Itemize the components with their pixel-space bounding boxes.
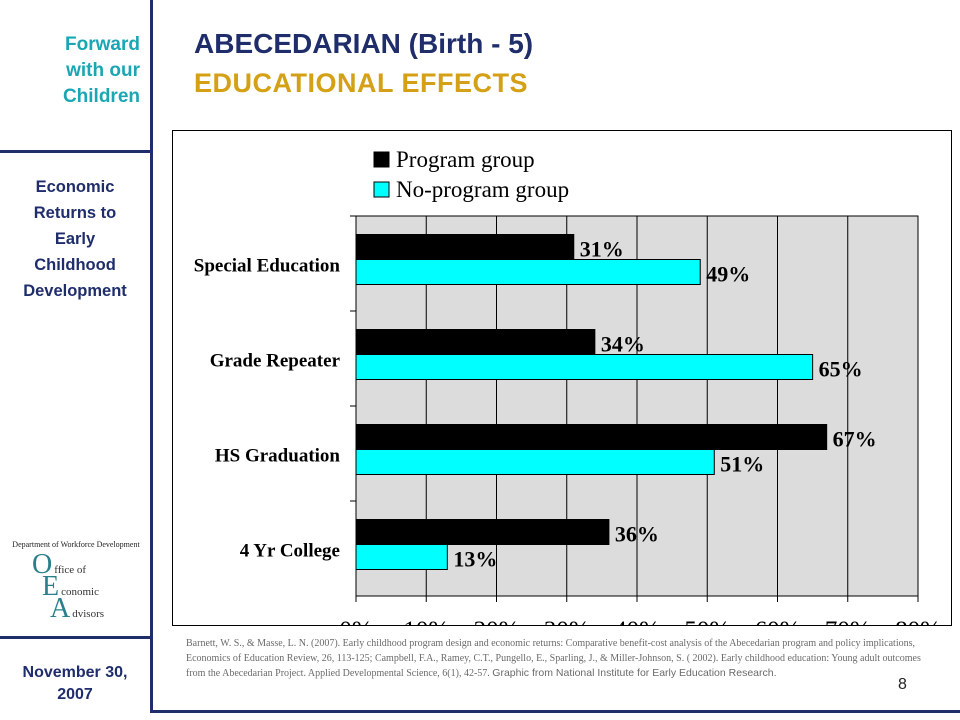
data-label: 31% (580, 237, 624, 262)
page-number: 8 (898, 676, 907, 693)
subtitle-line: Economic (35, 178, 115, 196)
citation-text: Barnett, W. S., & Masse, L. N. (2007). E… (186, 638, 921, 679)
bar (355, 544, 448, 570)
slide-title: ABECEDARIAN (Birth - 5) (194, 28, 534, 59)
data-label: 36% (615, 522, 659, 547)
sidebar-separator-bottom (0, 636, 152, 639)
date-line: November 30, (22, 664, 128, 681)
legend-label: Program group (396, 147, 535, 172)
x-tick-label: 0% (339, 617, 372, 626)
category-label: 4 Yr College (240, 541, 340, 562)
x-tick-label: 30% (544, 617, 590, 626)
sidebar-separator-top (0, 150, 152, 153)
citation: Barnett, W. S., & Masse, L. N. (2007). E… (186, 636, 926, 681)
data-label: 49% (706, 262, 750, 287)
x-tick-label: 50% (684, 617, 730, 626)
logo-initial: O (32, 549, 53, 580)
legend-swatch (373, 181, 390, 198)
logo-initial: A (50, 593, 71, 624)
footer-rule (150, 710, 960, 713)
data-label: 51% (720, 452, 764, 477)
category-label: Grade Repeater (210, 351, 341, 372)
bar (355, 449, 715, 475)
sidebar-tagline: Forward with our Children (0, 32, 140, 110)
x-tick-label: 70% (825, 617, 871, 626)
legend-swatch (373, 151, 390, 168)
tagline-line: Children (62, 86, 140, 107)
x-tick-label: 40% (614, 617, 660, 626)
bar (355, 424, 828, 450)
category-label: HS Graduation (215, 446, 341, 467)
bar (355, 234, 575, 260)
bar (355, 519, 610, 545)
x-tick-label: 10% (403, 617, 449, 626)
date-line: 2007 (57, 686, 93, 703)
logo-initial: E (42, 571, 60, 602)
tagline-line: with our (66, 60, 140, 81)
sidebar-divider (150, 0, 153, 712)
category-label: Special Education (194, 256, 341, 277)
logo-word: ffice of (54, 564, 87, 576)
sidebar-subtitle: Economic Returns to Early Childhood Deve… (0, 174, 150, 304)
subtitle-line: Early (54, 230, 96, 248)
x-tick-label: 80% (895, 617, 941, 626)
presentation-date: November 30, 2007 (0, 662, 150, 706)
bar (355, 329, 596, 355)
logo-department-text: Department of Workforce Development (12, 540, 140, 549)
bar (355, 354, 814, 380)
citation-source: Graphic from National Institute for Earl… (492, 667, 777, 679)
logo-word: conomic (61, 586, 99, 598)
chart-svg: 0% 10% 20% 30% 40% 50% 60% 70% 80% Special Educat… (172, 130, 952, 644)
x-tick-label: 60% (755, 617, 801, 626)
x-tick-label: 20% (474, 617, 520, 626)
bar-chart: 0% 10% 20% 30% 40% 50% 60% 70% 80% Special Educat… (172, 130, 952, 644)
subtitle-line: Returns to (33, 204, 117, 222)
subtitle-line: Development (23, 282, 127, 300)
subtitle-line: Childhood (34, 256, 116, 274)
data-label: 67% (833, 427, 877, 452)
data-label: 34% (601, 332, 645, 357)
data-label: 13% (453, 547, 497, 572)
tagline-line: Forward (65, 34, 140, 55)
legend-label: No-program group (396, 177, 569, 202)
slide-subtitle: EDUCATIONAL EFFECTS (194, 68, 529, 98)
bar (355, 259, 701, 285)
logo-word: dvisors (72, 608, 105, 620)
data-label: 65% (819, 357, 863, 382)
